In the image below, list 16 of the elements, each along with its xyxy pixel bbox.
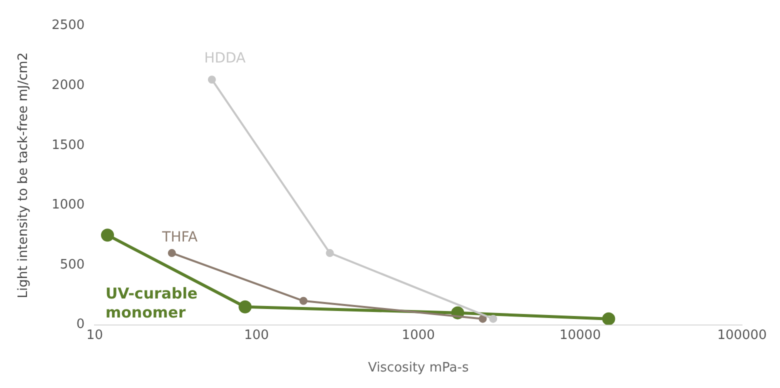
x-axis-title: Viscosity mPa-s xyxy=(368,360,469,376)
series-label: UV-curable monomer xyxy=(106,284,198,322)
y-tick-label: 1500 xyxy=(52,138,85,153)
y-tick-label: 500 xyxy=(60,257,85,272)
y-tick-label: 2000 xyxy=(52,78,85,93)
x-tick-label: 10000 xyxy=(559,328,601,343)
x-tick-label: 10 xyxy=(86,328,103,343)
y-axis-title: Light intensity to be tack-free mJ/cm2 xyxy=(16,52,32,298)
series-label: HDDA xyxy=(204,50,246,66)
y-tick-label: 1000 xyxy=(52,198,85,213)
series-label: THFA xyxy=(161,230,198,246)
x-tick-label: 100000 xyxy=(717,328,767,343)
x-tick-label: 100 xyxy=(244,328,269,343)
y-tick-label: 0 xyxy=(76,317,85,332)
x-tick-label: 1000 xyxy=(402,328,435,343)
y-tick-label: 2500 xyxy=(52,18,85,34)
